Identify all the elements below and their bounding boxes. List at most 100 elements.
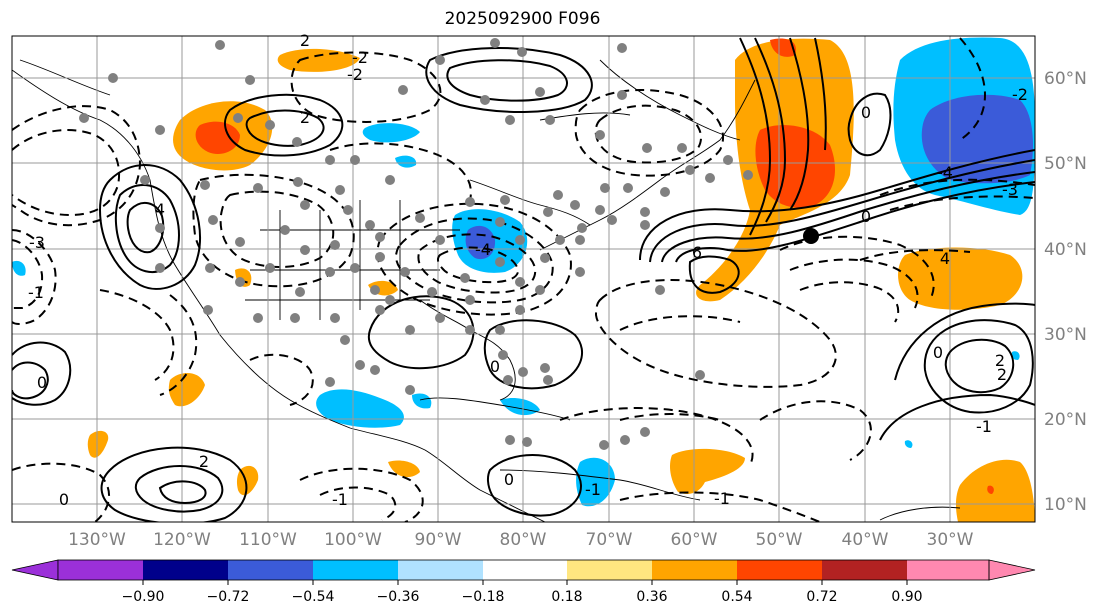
storm-center-marker	[803, 228, 819, 244]
contour-label: 4	[940, 249, 950, 268]
colorbar-tick-label: 0.36	[636, 589, 667, 605]
colorbar-segment	[737, 560, 822, 580]
positive-anomaly-region	[87, 430, 109, 458]
map-area	[12, 36, 1035, 522]
colorbar-segment	[143, 560, 228, 580]
longitude-label: 110°W	[239, 530, 297, 550]
contour-label: -3	[1002, 180, 1018, 199]
negative-anomaly-region	[395, 155, 417, 168]
longitude-label: 80°W	[500, 530, 547, 550]
contour-label: -4	[937, 163, 953, 182]
colorbar-extend-max	[988, 559, 1036, 581]
longitude-label: 130°W	[68, 530, 126, 550]
negative-anomaly-region	[12, 260, 26, 276]
latitude-label: 30°N	[1044, 325, 1087, 345]
contour-label: 0	[861, 103, 871, 122]
filled-anomaly-regions	[12, 37, 1035, 522]
colorbar-segment	[313, 560, 398, 580]
positive-anomaly-region	[277, 48, 360, 72]
colorbar-tick-label: 0.90	[891, 589, 922, 605]
negative-anomaly-region	[500, 398, 540, 416]
contour-label: 0	[861, 207, 871, 226]
latitude-label: 50°N	[1044, 154, 1087, 174]
colorbar-tick-label: 0.18	[551, 589, 582, 605]
contour-label: -1	[714, 489, 730, 508]
contour-label: 2	[300, 31, 310, 50]
latitude-labels: 60°N 50°N 40°N 30°N 20°N 10°N	[1044, 69, 1087, 515]
colorbar-tick-label: −0.18	[462, 589, 505, 605]
contour-label: 6	[692, 243, 702, 262]
strong-positive-anomaly-region	[770, 38, 796, 57]
latitude-label: 40°N	[1044, 240, 1087, 260]
negative-anomaly-region	[904, 440, 913, 448]
contour-label: -2	[352, 48, 368, 67]
contour-label: 0	[933, 343, 943, 362]
negative-anomaly-region	[412, 393, 432, 409]
colorbar-tick-label: −0.90	[122, 589, 165, 605]
colorbar-extend-min	[11, 559, 59, 581]
negative-anomaly-region	[576, 457, 615, 507]
colorbar-tick-label: −0.36	[377, 589, 420, 605]
contour-label: 0	[504, 470, 514, 489]
longitude-label: 90°W	[415, 530, 462, 550]
positive-contours	[12, 37, 1035, 522]
negative-anomaly-region	[362, 123, 420, 143]
colorbar-segment	[58, 560, 143, 580]
contour-label: 2	[300, 108, 310, 127]
strong-negative-anomaly-region	[465, 225, 496, 260]
colorbar-tick-label: 0.72	[806, 589, 837, 605]
strong-positive-anomaly-region	[195, 121, 240, 155]
positive-anomaly-region	[955, 459, 1035, 522]
contour-label: -3	[29, 233, 45, 252]
negative-anomaly-region	[316, 389, 404, 428]
latitude-label: 20°N	[1044, 410, 1087, 430]
contour-label: -2	[347, 65, 363, 84]
contour-label: 0	[490, 357, 500, 376]
positive-anomaly-region	[388, 460, 420, 478]
latitude-label: 60°N	[1044, 69, 1087, 89]
longitude-label: 120°W	[153, 530, 211, 550]
longitude-label: 70°W	[586, 530, 633, 550]
colorbar: −0.90 −0.72 −0.54 −0.36 −0.18 0.18 0.36 …	[11, 559, 1036, 605]
longitude-label: 50°W	[756, 530, 803, 550]
contour-label: -1	[332, 490, 348, 509]
colorbar-tick-label: −0.72	[207, 589, 250, 605]
colorbar-tick-label: −0.54	[292, 589, 335, 605]
positive-anomaly-region	[670, 448, 745, 494]
contour-label: 2	[199, 452, 209, 471]
colorbar-segment	[228, 560, 313, 580]
graticule	[12, 36, 1035, 522]
colorbar-segment	[567, 560, 652, 580]
positive-anomaly-region	[168, 373, 205, 407]
longitude-label: 60°W	[671, 530, 718, 550]
colorbar-segment	[907, 560, 989, 580]
contour-labels: 2 4 2 -2 0 -1 -4 -3 -1 2 0 6 0 -2 -4 -3 …	[28, 31, 1028, 509]
station-markers	[79, 38, 753, 450]
contour-label: 2	[997, 365, 1007, 384]
colorbar-segment	[652, 560, 737, 580]
contour-label: -1	[28, 283, 44, 302]
contour-label: -1	[976, 417, 992, 436]
map-title: 2025092900 F096	[444, 9, 601, 29]
longitude-labels: 130°W 120°W 110°W 100°W 90°W 80°W 70°W 6…	[68, 530, 974, 550]
contour-label: 0	[37, 373, 47, 392]
contour-label: -4	[475, 240, 491, 259]
contour-label: -2	[1012, 85, 1028, 104]
longitude-label: 100°W	[324, 530, 382, 550]
negative-anomaly-region	[1011, 351, 1020, 360]
strong-positive-anomaly-region	[987, 485, 994, 494]
contour-label: -1	[585, 480, 601, 499]
longitude-label: 40°W	[842, 530, 889, 550]
longitude-label: 30°W	[927, 530, 974, 550]
colorbar-tick-label: 0.54	[721, 589, 752, 605]
contour-label: 0	[59, 490, 69, 509]
contour-label: 4	[155, 200, 165, 219]
colorbar-segment	[822, 560, 907, 580]
positive-anomaly-region	[898, 247, 1023, 310]
map-frame	[11, 35, 1036, 523]
colorbar-segment	[398, 560, 483, 580]
latitude-label: 10°N	[1044, 495, 1087, 515]
contour-label: 2	[995, 351, 1005, 370]
strong-positive-anomaly-region	[755, 125, 835, 208]
